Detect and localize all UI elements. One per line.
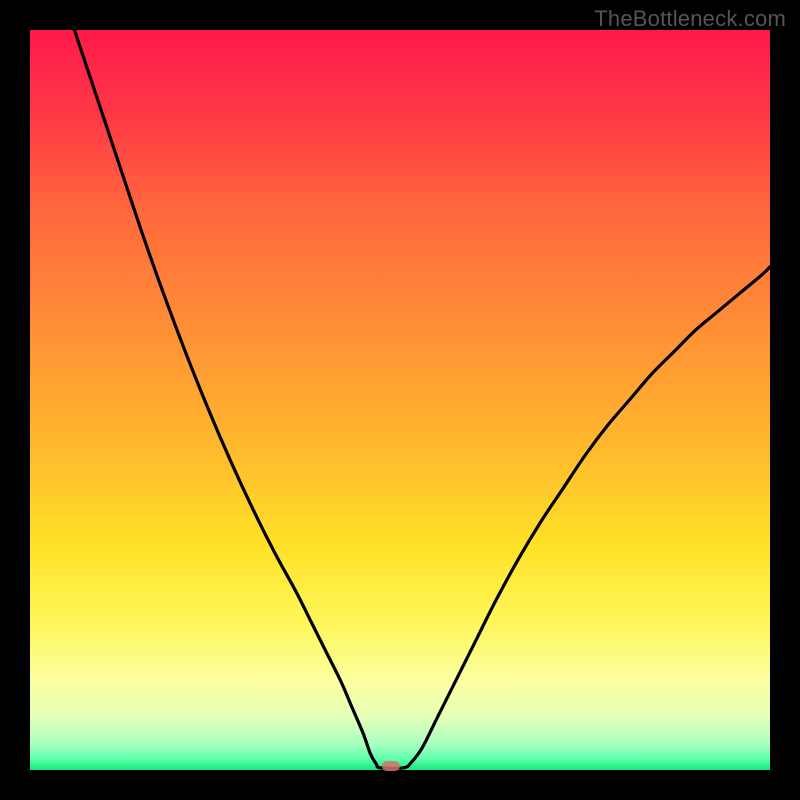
chart-svg bbox=[30, 30, 770, 770]
minimum-marker bbox=[382, 761, 400, 771]
watermark-text: TheBottleneck.com bbox=[594, 6, 786, 32]
chart-plot-area bbox=[30, 30, 770, 770]
chart-background bbox=[30, 30, 770, 770]
